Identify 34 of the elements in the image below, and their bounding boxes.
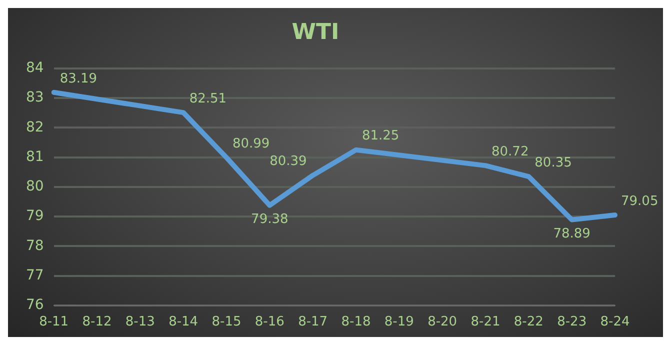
data-label: 81.25 — [362, 128, 400, 144]
data-label: 80.35 — [534, 155, 572, 170]
x-tick-label: 8-12 — [82, 314, 112, 330]
x-tick-label: 8-11 — [39, 314, 69, 330]
data-label: 80.72 — [491, 144, 529, 160]
x-tick-label: 8-13 — [125, 314, 155, 330]
x-tick-label: 8-15 — [212, 314, 242, 330]
data-label: 79.05 — [621, 194, 658, 209]
data-label: 80.99 — [232, 136, 270, 152]
data-label: 78.89 — [553, 226, 590, 242]
x-tick-label: 8-24 — [600, 314, 630, 330]
y-tick-label: 82 — [26, 119, 44, 136]
y-tick-label: 83 — [26, 90, 44, 106]
y-tick-label: 76 — [26, 297, 44, 314]
chart-title: WTI — [292, 20, 340, 45]
data-label: 82.51 — [189, 91, 227, 106]
x-tick-label: 8-20 — [428, 314, 458, 330]
x-tick-label: 8-21 — [470, 314, 500, 330]
data-label: 80.39 — [270, 154, 307, 170]
x-tick-label: 8-17 — [298, 314, 328, 330]
y-tick-label: 79 — [26, 208, 44, 224]
data-label: 83.19 — [60, 71, 98, 86]
x-tick-label: 8-22 — [514, 314, 544, 330]
y-tick-label: 81 — [26, 148, 44, 165]
y-tick-label: 84 — [26, 60, 44, 76]
x-tick-label: 8-19 — [384, 314, 414, 330]
x-tick-label: 8-23 — [557, 314, 587, 330]
y-tick-label: 77 — [26, 267, 44, 284]
x-tick-label: 8-18 — [341, 314, 371, 330]
x-tick-label: 8-16 — [254, 314, 284, 330]
y-tick-label: 80 — [26, 178, 44, 195]
x-tick-label: 8-14 — [168, 314, 198, 330]
y-tick-label: 78 — [26, 238, 44, 254]
data-label: 79.38 — [251, 212, 288, 228]
